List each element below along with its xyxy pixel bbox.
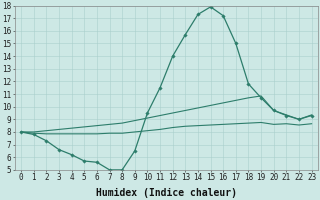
X-axis label: Humidex (Indice chaleur): Humidex (Indice chaleur) (96, 188, 237, 198)
